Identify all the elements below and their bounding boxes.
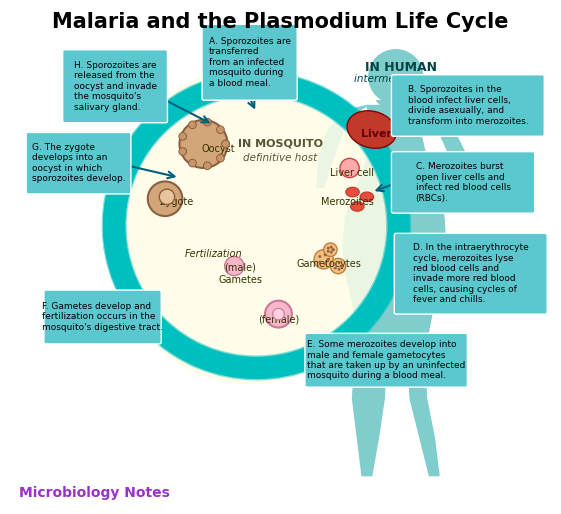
Circle shape xyxy=(340,158,359,178)
Circle shape xyxy=(319,255,321,258)
Text: H. Sporozoites are
released from the
oocyst and invade
the mosquito's
salivary g: H. Sporozoites are released from the ooc… xyxy=(73,61,157,112)
Circle shape xyxy=(324,262,327,265)
Circle shape xyxy=(159,189,174,205)
Text: E. Some merozoites develop into
male and female gametocytes
that are taken up by: E. Some merozoites develop into male and… xyxy=(307,340,465,380)
Circle shape xyxy=(204,118,211,126)
Circle shape xyxy=(332,248,334,251)
Text: intermediate host: intermediate host xyxy=(354,74,447,84)
Text: Merozoites: Merozoites xyxy=(321,197,374,207)
Circle shape xyxy=(179,148,187,155)
Circle shape xyxy=(180,120,228,168)
Circle shape xyxy=(217,126,224,134)
Circle shape xyxy=(324,253,327,256)
Polygon shape xyxy=(343,105,446,353)
Circle shape xyxy=(330,246,333,249)
Circle shape xyxy=(265,301,292,327)
FancyBboxPatch shape xyxy=(44,290,161,344)
Text: Malaria and the Plasmodium Life Cycle: Malaria and the Plasmodium Life Cycle xyxy=(52,12,509,32)
Ellipse shape xyxy=(351,201,364,211)
FancyBboxPatch shape xyxy=(26,133,131,194)
Circle shape xyxy=(338,268,341,271)
Ellipse shape xyxy=(259,82,278,88)
FancyBboxPatch shape xyxy=(394,233,547,314)
Polygon shape xyxy=(406,353,439,475)
Circle shape xyxy=(369,50,422,104)
Text: Oocyst: Oocyst xyxy=(201,144,234,154)
Text: (male)
Gametes: (male) Gametes xyxy=(218,263,262,285)
Circle shape xyxy=(327,250,330,253)
Circle shape xyxy=(148,181,182,216)
FancyBboxPatch shape xyxy=(305,333,467,387)
FancyBboxPatch shape xyxy=(392,152,535,213)
Circle shape xyxy=(327,258,330,261)
Text: Sporozoites: Sporozoites xyxy=(241,86,297,96)
Circle shape xyxy=(327,258,330,261)
FancyBboxPatch shape xyxy=(202,24,297,100)
Polygon shape xyxy=(352,353,386,475)
Text: (female): (female) xyxy=(258,315,299,325)
Text: Gametocytes: Gametocytes xyxy=(296,259,361,269)
Ellipse shape xyxy=(360,192,374,201)
Circle shape xyxy=(217,154,224,162)
Text: Liver cell: Liver cell xyxy=(330,168,375,178)
Circle shape xyxy=(327,247,330,250)
Text: Zygote: Zygote xyxy=(159,197,194,207)
Circle shape xyxy=(334,267,337,269)
Circle shape xyxy=(204,162,211,170)
Text: IN HUMAN: IN HUMAN xyxy=(365,61,436,74)
Circle shape xyxy=(340,265,343,267)
Circle shape xyxy=(224,256,244,276)
Polygon shape xyxy=(415,105,471,187)
Ellipse shape xyxy=(242,73,252,90)
Ellipse shape xyxy=(346,187,359,197)
Circle shape xyxy=(324,243,337,256)
Text: A. Sporozoites are
transferred
from an infected
mosquito during
a blood meal.: A. Sporozoites are transferred from an i… xyxy=(209,37,291,87)
Circle shape xyxy=(222,140,229,148)
Circle shape xyxy=(338,262,341,264)
Ellipse shape xyxy=(250,71,269,77)
Text: B. Sporozoites in the
blood infect liver cells,
divide asexually, and
transform : B. Sporozoites in the blood infect liver… xyxy=(407,85,528,125)
Circle shape xyxy=(340,265,343,267)
Text: F. Gametes develop and
fertilization occurs in the
mosquito's digestive tract.: F. Gametes develop and fertilization occ… xyxy=(42,302,163,332)
Polygon shape xyxy=(317,105,367,187)
Text: Fertilization: Fertilization xyxy=(185,249,242,260)
FancyBboxPatch shape xyxy=(63,50,167,123)
Ellipse shape xyxy=(248,86,265,96)
Circle shape xyxy=(319,261,321,264)
Circle shape xyxy=(188,121,196,128)
Circle shape xyxy=(222,140,229,148)
Ellipse shape xyxy=(347,111,396,149)
Text: D. In the intraerythrocyte
cycle, merozoites lyse
red blood cells and
invade mor: D. In the intraerythrocyte cycle, merozo… xyxy=(413,243,528,304)
Circle shape xyxy=(179,133,187,140)
Text: Liver: Liver xyxy=(361,130,392,139)
Circle shape xyxy=(332,248,334,251)
Circle shape xyxy=(330,259,346,274)
Text: G. The zygote
develops into an
oocyst in which
sporozoites develop.: G. The zygote develops into an oocyst in… xyxy=(32,143,125,183)
Circle shape xyxy=(273,308,284,320)
Text: definitive host: definitive host xyxy=(243,153,318,163)
FancyBboxPatch shape xyxy=(392,75,544,136)
Text: Microbiology Notes: Microbiology Notes xyxy=(19,486,170,500)
Polygon shape xyxy=(376,101,415,105)
Circle shape xyxy=(334,263,337,266)
Ellipse shape xyxy=(264,71,281,82)
Circle shape xyxy=(314,250,333,269)
Text: C. Merozoites burst
open liver cells and
infect red blood cells
(RBCs).: C. Merozoites burst open liver cells and… xyxy=(416,162,511,203)
Text: IN MOSQUITO: IN MOSQUITO xyxy=(238,139,323,149)
Circle shape xyxy=(188,159,196,167)
Ellipse shape xyxy=(105,67,394,384)
Circle shape xyxy=(330,251,333,254)
